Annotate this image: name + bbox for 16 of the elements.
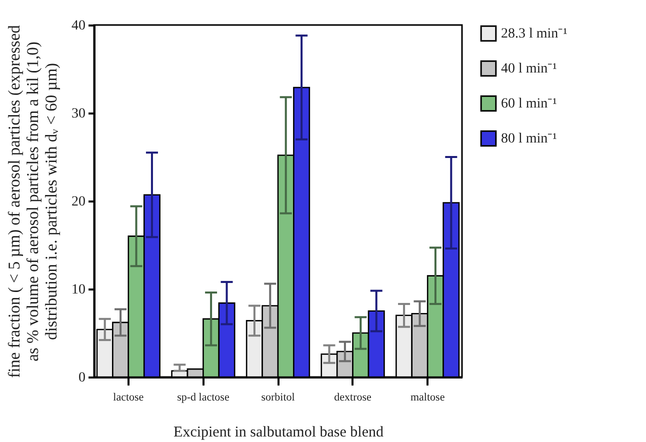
legend-label: 80 l min⁻¹ [501, 132, 557, 146]
y-tick-label: 30 [72, 106, 86, 122]
y-tick-label: 40 [72, 18, 86, 34]
legend-label: 60 l min⁻¹ [501, 96, 557, 112]
x-tick-label: sp-d lactose [177, 392, 230, 404]
y-axis-title: fine fraction ( < 5 µm) of aerosol particles (expressed as % volume of aerosol particles from a kil (1,0) distribution i.e. particles with dᵥ < 60 µm) [4, 24, 60, 378]
x-tick-label: lactose [113, 392, 144, 404]
legend-label: 28.3 l min⁻¹ [501, 26, 568, 42]
y-tick-label: 0 [78, 370, 86, 386]
x-axis-title: Excipient in salbutamol base blend [174, 424, 384, 440]
x-tick-label: maltose [410, 392, 445, 404]
legend-label: 40 l min⁻¹ [501, 62, 557, 76]
x-tick-label: dextrose [334, 392, 372, 404]
y-tick-label: 10 [72, 282, 86, 298]
y-tick-label: 20 [72, 194, 86, 210]
x-tick-label: sorbitol [261, 392, 295, 404]
